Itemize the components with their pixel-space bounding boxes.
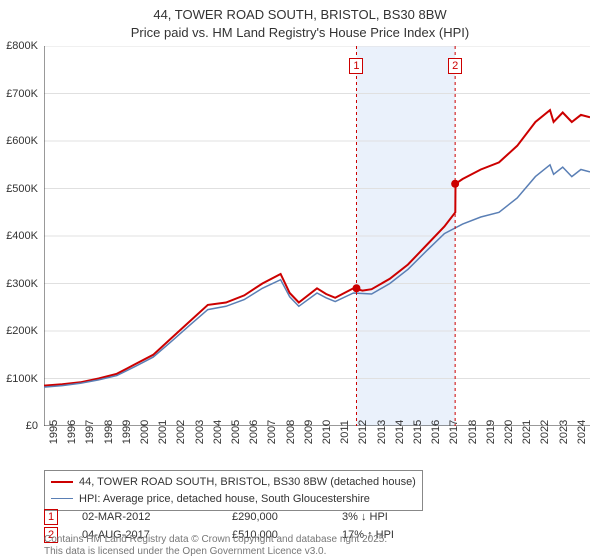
tx-marker: 1 (44, 509, 58, 525)
x-tick-label: 2003 (194, 420, 206, 444)
y-axis: £0£100K£200K£300K£400K£500K£600K£700K£80… (0, 46, 42, 426)
footer-line-1: Contains HM Land Registry data © Crown c… (44, 534, 387, 546)
y-tick-label: £100K (0, 373, 38, 385)
tx-date: 02-MAR-2012 (82, 511, 232, 523)
x-tick-label: 1995 (48, 420, 60, 444)
y-tick-label: £600K (0, 135, 38, 147)
x-tick-label: 2000 (139, 420, 151, 444)
y-tick-label: £400K (0, 230, 38, 242)
footer: Contains HM Land Registry data © Crown c… (44, 534, 387, 558)
tx-price: £290,000 (232, 511, 342, 523)
y-tick-label: £0 (0, 420, 38, 432)
legend-swatch (51, 498, 73, 499)
y-tick-label: £800K (0, 40, 38, 52)
series-line-0 (44, 110, 590, 386)
series-line-1 (44, 165, 590, 387)
x-tick-label: 2013 (376, 420, 388, 444)
legend-row: 44, TOWER ROAD SOUTH, BRISTOL, BS30 8BW … (51, 474, 416, 491)
legend-label: 44, TOWER ROAD SOUTH, BRISTOL, BS30 8BW … (79, 474, 416, 491)
x-tick-label: 2007 (266, 420, 278, 444)
chart-area: £0£100K£200K£300K£400K£500K£600K£700K£80… (44, 46, 590, 426)
x-tick-label: 2024 (576, 420, 588, 444)
y-tick-label: £300K (0, 278, 38, 290)
y-tick-label: £500K (0, 183, 38, 195)
x-tick-label: 2022 (539, 420, 551, 444)
x-tick-label: 2015 (412, 420, 424, 444)
x-tick-label: 2021 (521, 420, 533, 444)
x-tick-label: 2011 (339, 420, 351, 444)
x-tick-label: 2002 (175, 420, 187, 444)
x-tick-label: 2010 (321, 420, 333, 444)
legend-swatch (51, 481, 73, 483)
x-tick-label: 2006 (248, 420, 260, 444)
x-tick-label: 2012 (357, 420, 369, 444)
price-point-2 (451, 180, 459, 188)
legend: 44, TOWER ROAD SOUTH, BRISTOL, BS30 8BW … (44, 470, 423, 511)
x-tick-label: 2008 (285, 420, 297, 444)
marker-label-1: 1 (349, 58, 363, 74)
legend-label: HPI: Average price, detached house, Sout… (79, 491, 370, 508)
y-tick-label: £200K (0, 325, 38, 337)
x-tick-label: 2001 (157, 420, 169, 444)
plot-svg (44, 46, 590, 426)
footer-line-2: This data is licensed under the Open Gov… (44, 546, 387, 558)
price-point-1 (352, 284, 360, 292)
y-tick-label: £700K (0, 88, 38, 100)
x-tick-label: 1996 (66, 420, 78, 444)
title-block: 44, TOWER ROAD SOUTH, BRISTOL, BS30 8BW … (0, 0, 600, 41)
title-line-2: Price paid vs. HM Land Registry's House … (0, 24, 600, 42)
x-tick-label: 1997 (84, 420, 96, 444)
x-tick-label: 2009 (303, 420, 315, 444)
chart-container: 44, TOWER ROAD SOUTH, BRISTOL, BS30 8BW … (0, 0, 600, 560)
x-tick-label: 2014 (394, 420, 406, 444)
tx-pct: 3% ↓ HPI (342, 511, 452, 523)
x-tick-label: 1998 (103, 420, 115, 444)
x-tick-label: 2020 (503, 420, 515, 444)
legend-row: HPI: Average price, detached house, Sout… (51, 491, 416, 508)
x-tick-label: 1999 (121, 420, 133, 444)
x-tick-label: 2016 (430, 420, 442, 444)
marker-label-2: 2 (448, 58, 462, 74)
x-tick-label: 2019 (485, 420, 497, 444)
x-tick-label: 2017 (448, 420, 460, 444)
transaction-row: 1 02-MAR-2012£290,0003% ↓ HPI (44, 508, 452, 526)
title-line-1: 44, TOWER ROAD SOUTH, BRISTOL, BS30 8BW (0, 6, 600, 24)
x-tick-label: 2018 (467, 420, 479, 444)
x-tick-label: 2023 (558, 420, 570, 444)
x-tick-label: 2005 (230, 420, 242, 444)
x-tick-label: 2004 (212, 420, 224, 444)
